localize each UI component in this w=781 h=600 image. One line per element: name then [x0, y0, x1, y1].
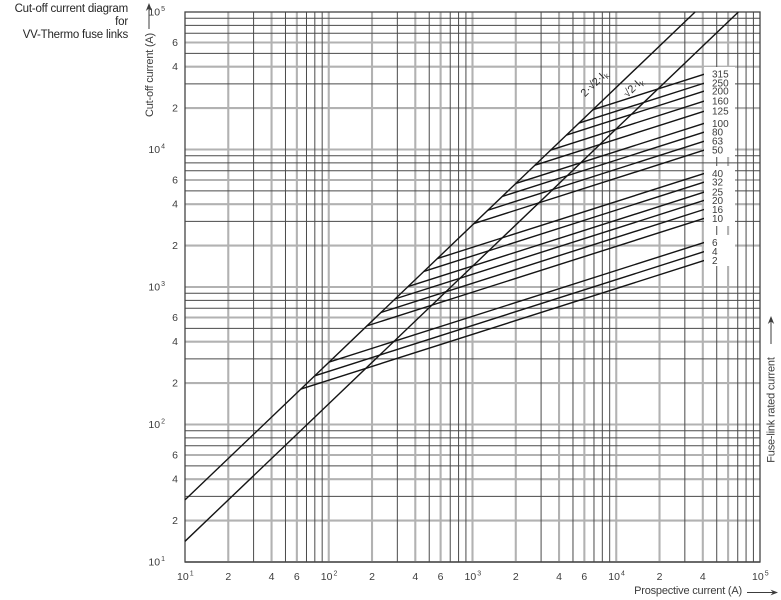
y-tick-10e1: 101 [148, 556, 165, 569]
right-axis-up-arrow-icon [767, 316, 775, 344]
fuse-line-160 [550, 100, 705, 151]
title-line-1: Cut-off current diagram for [14, 3, 129, 28]
fuse-line-63 [487, 140, 705, 211]
x-tick-6e2: 6 [438, 571, 444, 583]
grid-thin-lines [185, 12, 760, 562]
right-axis-title: Fuse-link rated current [765, 357, 778, 463]
fuse-line-25 [407, 191, 705, 288]
y-axis-title: Cut-off current (A) [144, 32, 156, 118]
fuse-rating-label-50: 50 [712, 146, 724, 157]
y-tick-4e4: 4 [172, 61, 178, 73]
y-axis-up-arrow-icon [145, 3, 153, 29]
y-tick-6e4: 6 [172, 37, 178, 49]
x-tick-4e4: 4 [700, 571, 706, 583]
fuse-rating-label-250: 250 [712, 79, 729, 90]
y-tick-4e3: 4 [172, 199, 178, 211]
fuse-rating-label-10: 10 [712, 214, 724, 225]
fuse-line-50 [473, 149, 705, 225]
x-tick-2e2: 2 [369, 571, 375, 583]
fuse-rating-label-125: 125 [712, 107, 729, 118]
x-tick-10e1: 101 [177, 571, 194, 584]
fuse-line-125 [534, 110, 705, 166]
x-tick-10e4: 104 [608, 571, 625, 584]
page-title: Cut-off current diagram for VV-Thermo fu… [2, 3, 129, 42]
y-tick-6e2: 6 [172, 312, 178, 324]
fuse-rating-label-32: 32 [712, 178, 724, 189]
x-tick-2e1: 2 [225, 571, 231, 583]
x-tick-6e1: 6 [294, 571, 300, 583]
fuse-rating-label-25: 25 [712, 188, 724, 199]
ref-line-asymmetrical-peak [184, 11, 696, 501]
y-tick-10e5: 105 [148, 6, 165, 19]
fuse-rating-label-200: 200 [712, 87, 729, 98]
fuse-rating-label-100: 100 [712, 119, 729, 130]
y-tick-2e4: 2 [172, 103, 178, 115]
fuse-rating-label-40: 40 [712, 169, 724, 180]
x-axis-title: Prospective current (A) [634, 585, 742, 597]
fuse-line-4 [314, 250, 705, 377]
x-tick-2e3: 2 [513, 571, 519, 583]
fuse-line-250 [578, 82, 705, 124]
fuse-rating-label-2: 2 [712, 256, 718, 267]
fuse-rating-label-315: 315 [712, 70, 729, 81]
y-tick-10e4: 104 [148, 144, 165, 157]
fuse-rating-label-160: 160 [712, 97, 729, 108]
y-tick-10e2: 102 [148, 419, 165, 432]
y-tick-6e1: 6 [172, 450, 178, 462]
fuse-line-32 [423, 181, 705, 273]
fuse-rating-label-63: 63 [712, 137, 724, 148]
fuse-rating-label-6: 6 [712, 238, 718, 249]
fuse-lines [300, 73, 705, 390]
x-tick-4e3: 4 [556, 571, 562, 583]
fuse-line-6 [328, 241, 705, 363]
y-tick-4e1: 4 [172, 474, 178, 486]
fuse-line-20 [394, 199, 705, 300]
fuse-line-100 [515, 122, 705, 185]
fuse-line-315 [592, 73, 705, 111]
x-tick-6e3: 6 [581, 571, 587, 583]
fuse-line-80 [502, 131, 705, 198]
fuse-rating-label-20: 20 [712, 196, 724, 207]
y-tick-4e2: 4 [172, 336, 178, 348]
y-tick-2e3: 2 [172, 240, 178, 252]
x-tick-4e2: 4 [412, 571, 418, 583]
x-axis-right-arrow-icon [747, 589, 778, 596]
fuse-rating-label-4: 4 [712, 247, 718, 258]
x-tick-10e3: 103 [465, 571, 482, 584]
x-tick-4e1: 4 [269, 571, 275, 583]
fuse-line-200 [566, 90, 705, 136]
y-tick-2e1: 2 [172, 515, 178, 527]
label-column-mask [704, 67, 735, 266]
fuse-rating-label-16: 16 [712, 205, 724, 216]
x-tick-10e5: 105 [752, 571, 769, 584]
title-line-2: VV-Thermo fuse links [22, 29, 128, 41]
fuse-rating-label-80: 80 [712, 128, 724, 139]
ref-line-symmetrical-peak [184, 11, 739, 542]
x-tick-2e4: 2 [657, 571, 663, 583]
fuse-line-40 [437, 172, 705, 260]
fuse-line-2 [300, 259, 705, 390]
y-tick-10e3: 103 [148, 281, 165, 294]
grid-heavy-lines [185, 12, 760, 564]
y-tick-6e3: 6 [172, 175, 178, 187]
fuse-line-10 [366, 217, 705, 327]
x-tick-10e2: 102 [321, 571, 338, 584]
plot-border [184, 11, 761, 563]
fuse-line-16 [380, 208, 705, 314]
y-tick-2e2: 2 [172, 378, 178, 390]
